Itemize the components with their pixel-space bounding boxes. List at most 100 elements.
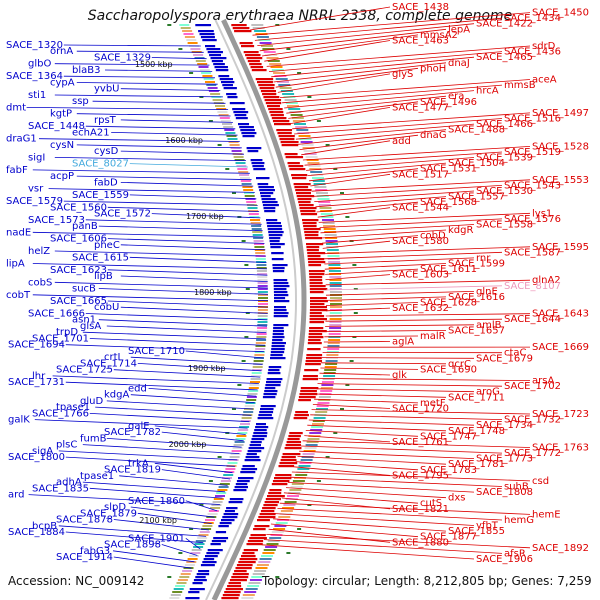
gene-label-right-42: SACE_1580 bbox=[392, 236, 449, 247]
leader-line-right-33 bbox=[314, 190, 475, 202]
feature-mark-right bbox=[305, 444, 318, 446]
gene-label-left-25: SACE_1579 bbox=[6, 196, 63, 207]
leader-line-right-26 bbox=[304, 151, 503, 166]
reverse-strand-feature bbox=[274, 297, 286, 300]
forward-strand-feature bbox=[295, 411, 308, 414]
feature-mark-outer bbox=[208, 510, 219, 512]
feature-mark-right bbox=[261, 45, 273, 47]
feature-mark-right bbox=[328, 330, 341, 332]
feature-mark-right bbox=[327, 258, 340, 260]
feature-mark-outer bbox=[201, 72, 212, 74]
leader-line-left-18 bbox=[54, 157, 247, 161]
gene-label-right-58: SACE_1657 bbox=[448, 325, 505, 336]
feature-mark-right bbox=[241, 597, 254, 599]
reverse-strand-feature bbox=[241, 468, 258, 471]
leader-line-right-3 bbox=[257, 23, 475, 46]
gene-label-right-87: SACE_1808 bbox=[476, 487, 533, 498]
reverse-strand-feature bbox=[239, 126, 254, 129]
reverse-strand-feature bbox=[273, 327, 284, 330]
gene-label-left-10: dmt bbox=[6, 102, 26, 113]
gene-label-right-22: SACE_1488 bbox=[448, 125, 505, 136]
reverse-strand-feature bbox=[233, 111, 249, 114]
leader-line-right-42 bbox=[322, 240, 391, 249]
leader-line-right-83 bbox=[295, 461, 419, 471]
feature-mark-outer bbox=[201, 528, 212, 530]
gene-label-left-36: SACE_1623 bbox=[50, 265, 107, 276]
gene-label-right-57: amlB bbox=[476, 320, 502, 331]
reverse-strand-feature bbox=[273, 315, 288, 318]
leader-line-left-55 bbox=[148, 388, 257, 397]
reverse-strand-feature bbox=[200, 564, 215, 567]
feature-mark-outer bbox=[250, 381, 260, 383]
gene-label-left-53: lhr bbox=[32, 371, 46, 382]
feature-mark-outer bbox=[240, 420, 251, 422]
feature-mark-outer bbox=[190, 552, 201, 554]
gene-label-left-62: SACE_1782 bbox=[104, 427, 161, 438]
leader-line-left-21 bbox=[76, 175, 252, 181]
gene-label-right-88: dxs bbox=[448, 493, 465, 504]
forward-strand-feature bbox=[294, 186, 309, 189]
leader-line-left-74 bbox=[130, 506, 215, 518]
reverse-strand-feature bbox=[269, 240, 280, 243]
leader-line-left-1 bbox=[76, 50, 204, 53]
gene-label-left-4: blaB3 bbox=[72, 65, 100, 76]
reverse-strand-feature bbox=[274, 306, 286, 309]
feature-mark-outer bbox=[216, 492, 227, 494]
tick-mark bbox=[208, 480, 213, 482]
feature-mark-outer bbox=[245, 402, 256, 404]
feature-mark-outer bbox=[170, 594, 181, 596]
leader-line-left-41 bbox=[107, 300, 268, 308]
forward-strand-feature bbox=[238, 561, 256, 564]
reverse-strand-feature bbox=[213, 63, 225, 66]
gene-label-right-11: phoH bbox=[420, 63, 446, 74]
reverse-strand-feature bbox=[259, 189, 275, 192]
forward-strand-feature bbox=[300, 210, 316, 213]
feature-mark-outer bbox=[220, 480, 231, 482]
leader-line-right-80 bbox=[300, 445, 503, 454]
feature-mark-right bbox=[298, 135, 311, 137]
feature-mark-outer bbox=[194, 57, 205, 59]
gene-label-right-93: yfbT bbox=[476, 521, 499, 532]
gene-label-right-50: SACE_8107 bbox=[504, 281, 561, 292]
forward-strand-feature bbox=[239, 42, 253, 45]
gene-label-left-80: SACE_1898 bbox=[104, 540, 161, 551]
feature-mark-outer bbox=[252, 234, 263, 236]
leader-line-right-31 bbox=[311, 179, 531, 192]
forward-strand-feature bbox=[308, 339, 321, 342]
feature-mark-outer bbox=[215, 495, 225, 497]
feature-mark-outer bbox=[230, 453, 241, 455]
reverse-strand-feature bbox=[266, 381, 282, 384]
gene-label-left-48: SACE_1694 bbox=[8, 340, 65, 351]
gene-label-right-4: lepA bbox=[448, 24, 470, 35]
gene-label-right-27: SACE_1539 bbox=[476, 153, 533, 164]
feature-mark-outer bbox=[197, 537, 208, 539]
leader-line-right-53 bbox=[325, 302, 419, 306]
forward-strand-feature bbox=[294, 414, 309, 417]
reverse-strand-feature bbox=[260, 192, 274, 195]
scale-label-0: 1500 kbp bbox=[135, 60, 173, 69]
reverse-strand-feature bbox=[259, 411, 274, 414]
reverse-strand-feature bbox=[215, 531, 227, 534]
feature-mark-outer bbox=[258, 294, 268, 296]
gene-label-right-2: SACE_1434 bbox=[504, 13, 561, 24]
forward-strand-feature bbox=[300, 390, 317, 393]
leader-line-left-75 bbox=[137, 512, 212, 524]
reverse-strand-feature bbox=[222, 84, 233, 87]
forward-strand-feature bbox=[258, 516, 276, 519]
gene-label-right-6: SACE_1463 bbox=[392, 36, 449, 47]
feature-mark-right bbox=[292, 480, 305, 482]
reverse-strand-feature bbox=[273, 324, 289, 327]
gene-label-right-81: SACE_1773 bbox=[476, 454, 533, 465]
feature-mark-right bbox=[328, 264, 341, 266]
gene-label-left-26: SACE_1560 bbox=[50, 202, 107, 213]
gene-label-left-70: adhA bbox=[56, 477, 82, 488]
feature-mark-right bbox=[266, 57, 279, 59]
gene-label-left-74: slpD bbox=[104, 502, 126, 513]
forward-strand-feature bbox=[265, 498, 281, 501]
gene-label-right-55: SACE_1643 bbox=[532, 309, 589, 320]
forward-strand-feature bbox=[231, 24, 247, 27]
feature-mark-outer bbox=[215, 105, 225, 107]
forward-strand-feature bbox=[262, 93, 277, 96]
gene-label-right-46: SACE_1599 bbox=[448, 259, 505, 270]
